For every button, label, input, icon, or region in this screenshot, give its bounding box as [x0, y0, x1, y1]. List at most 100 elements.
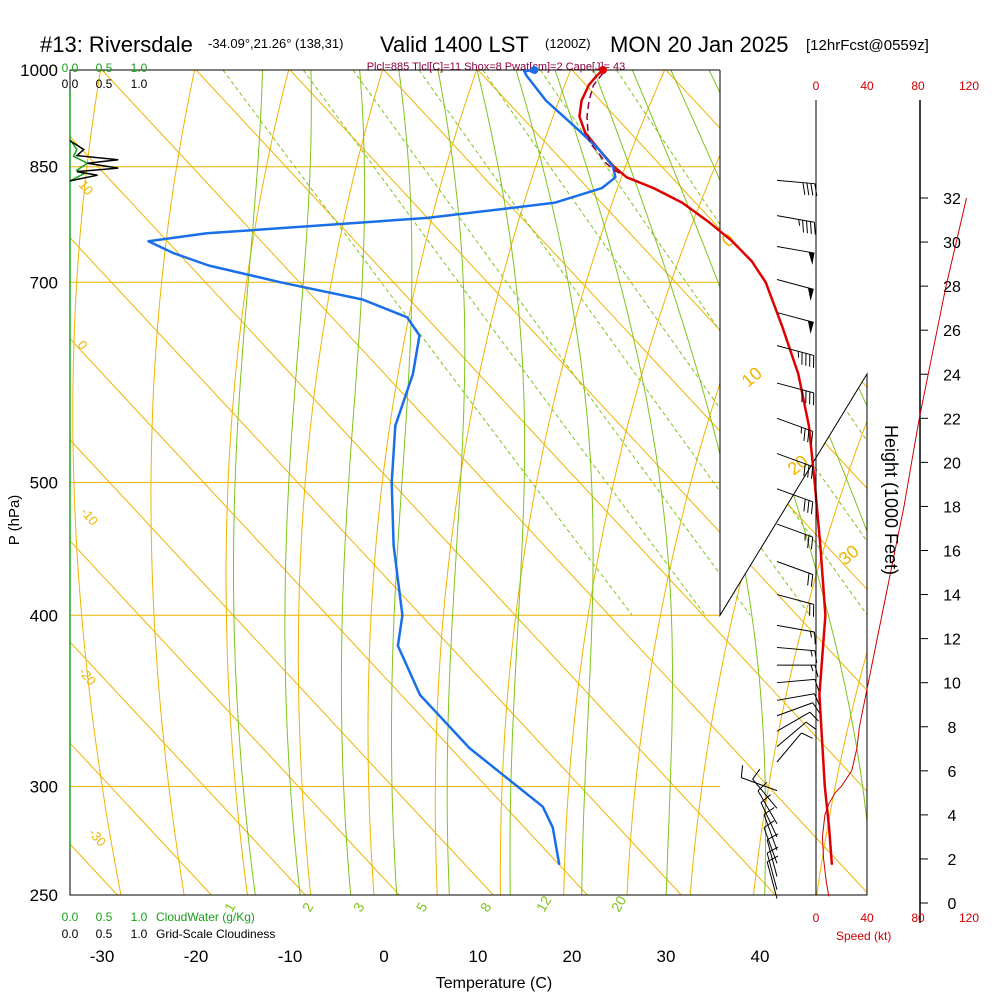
pressure-axis-label: P (hPa): [6, 495, 23, 546]
speed-top-tick: 120: [959, 79, 979, 93]
dry-adiabat-line: [72, 70, 150, 895]
wind-barb-shaft: [766, 839, 778, 877]
wind-barb-half-flag: [810, 664, 814, 672]
cloudiness-bottom-tick: 0.5: [96, 927, 113, 941]
wind-barb-flag: [807, 465, 810, 478]
wind-barb-pennant: [807, 287, 814, 301]
isotherm-line: [70, 70, 618, 895]
wind-barb-flag: [809, 221, 812, 234]
wind-barb-flag: [814, 183, 818, 196]
valid-date: MON 20 Jan 2025: [610, 32, 789, 57]
speed-bottom-tick: 120: [959, 911, 979, 925]
wind-barb-flag: [807, 500, 810, 513]
wind-barb-flag: [806, 182, 810, 196]
mixing-ratio-line: [302, 70, 706, 616]
pressure-tick-label: 850: [30, 158, 58, 177]
moist-adiabat-line: [233, 70, 277, 895]
moist-adiabat-line: [544, 70, 673, 895]
cloudiness-label: Grid-Scale Cloudiness: [156, 927, 275, 941]
temperature-profile-line: [578, 69, 834, 865]
wind-barb-shaft: [776, 453, 813, 468]
wind-barb-flag: [807, 535, 810, 549]
pressure-tick-label: 300: [30, 777, 58, 796]
dry-adiabat-line: [150, 70, 210, 895]
cloud-water-label: CloudWater (g/Kg): [156, 910, 255, 924]
forecast-info: [12hrFcst@0559z]: [806, 37, 929, 54]
wind-barb-shaft: [776, 312, 814, 323]
wind-barb-flag: [752, 768, 761, 780]
height-tick-label: 16: [943, 544, 961, 561]
cloudiness-top-tick: 1.0: [131, 77, 148, 91]
mixing-ratio-lines: [222, 70, 867, 616]
wind-barb-flag: [803, 499, 806, 512]
wind-barb-flag: [813, 631, 816, 645]
wind-barb-half-flag: [810, 650, 813, 657]
isotherm-line: [638, 70, 867, 895]
cloud-water-bottom-tick: 0.5: [96, 910, 113, 924]
isotherm-line: [168, 70, 867, 895]
sounding-profiles: [147, 66, 834, 866]
mixing-ratio-label: 3: [350, 900, 368, 915]
isotherm-line: [450, 70, 867, 895]
wind-barb-flag: [806, 220, 808, 234]
mixing-ratio-line: [418, 70, 811, 616]
dry-adiabat-label: -20: [76, 664, 100, 688]
wind-barb-flag: [766, 846, 779, 854]
height-tick-label: 12: [943, 632, 961, 649]
temperature-tick-label: -10: [278, 947, 303, 966]
temperature-axis-label: Temperature (C): [436, 975, 552, 992]
wind-barb-flag: [813, 693, 820, 706]
wind-barb-shaft: [752, 778, 778, 809]
height-tick-label: 32: [943, 191, 961, 208]
temperature-tick-label: -20: [184, 947, 209, 966]
wind-barb-shaft: [776, 179, 815, 185]
dry-adiabat-line: [297, 70, 393, 895]
wind-barb-flag: [809, 711, 819, 722]
speed-bottom-tick: 80: [911, 911, 925, 925]
cloud-water-bottom-tick: 0.0: [62, 910, 79, 924]
isotherm-line: [732, 70, 867, 895]
wind-barb-shaft: [776, 721, 807, 747]
wind-barb-flag: [810, 466, 814, 479]
cloud-water-top-tick: 0.0: [62, 61, 79, 75]
wind-barb-flag: [763, 807, 775, 815]
speed-bottom-tick: 0: [813, 911, 820, 925]
height-axis: 0246810121416182022242628303200404080801…: [813, 79, 980, 925]
stability-indices: Plcl=885 Tlcl[C]=11 Shox=8 Pwat[cm]=2 Ca…: [367, 61, 626, 73]
wind-barb-flag: [740, 765, 744, 778]
temperature-tick-label: -30: [90, 947, 115, 966]
wind-barb-flag: [807, 573, 810, 586]
wind-barb-shaft: [757, 790, 778, 824]
mixing-ratio-label: 2: [299, 900, 317, 915]
wind-barbs: [740, 179, 821, 899]
wind-barb-shaft: [776, 624, 815, 633]
wind-barb-shaft: [766, 861, 778, 899]
dry-adiabat-label: 0: [75, 337, 91, 352]
dry-adiabat-line: [562, 70, 774, 895]
temperature-tick-label: 40: [751, 947, 770, 966]
speed-top-tick: 0: [813, 79, 820, 93]
pressure-tick-label: 500: [30, 474, 58, 493]
wind-barb-shaft: [741, 777, 778, 792]
wind-barb-flag: [810, 574, 814, 587]
dry-adiabat-line: [367, 70, 488, 895]
wind-barb-flag: [814, 650, 818, 664]
height-tick-label: 6: [948, 764, 957, 781]
dry-adiabat-line: [499, 70, 679, 895]
dry-adiabat-label: -30: [86, 825, 110, 849]
mixing-ratio-label: 8: [477, 900, 495, 915]
moist-adiabat-line: [506, 70, 594, 895]
mixing-ratio-label: 5: [413, 900, 431, 915]
pressure-tick-label: 250: [30, 886, 58, 905]
dry-adiabat-label: 10: [76, 177, 97, 198]
wind-barb-shaft: [776, 732, 802, 763]
speed-bottom-tick: 40: [860, 911, 874, 925]
valid-time: Valid 1400 LST: [380, 32, 529, 57]
surface-temperature-marker: [599, 66, 608, 74]
wind-barb-flag: [803, 428, 806, 441]
isotherm-line: [70, 70, 867, 895]
speed-top-tick: 40: [860, 79, 874, 93]
wind-barb-flag: [766, 833, 779, 841]
cloudiness-top-tick: 0.0: [62, 77, 79, 91]
temperature-tick-label: 30: [657, 947, 676, 966]
